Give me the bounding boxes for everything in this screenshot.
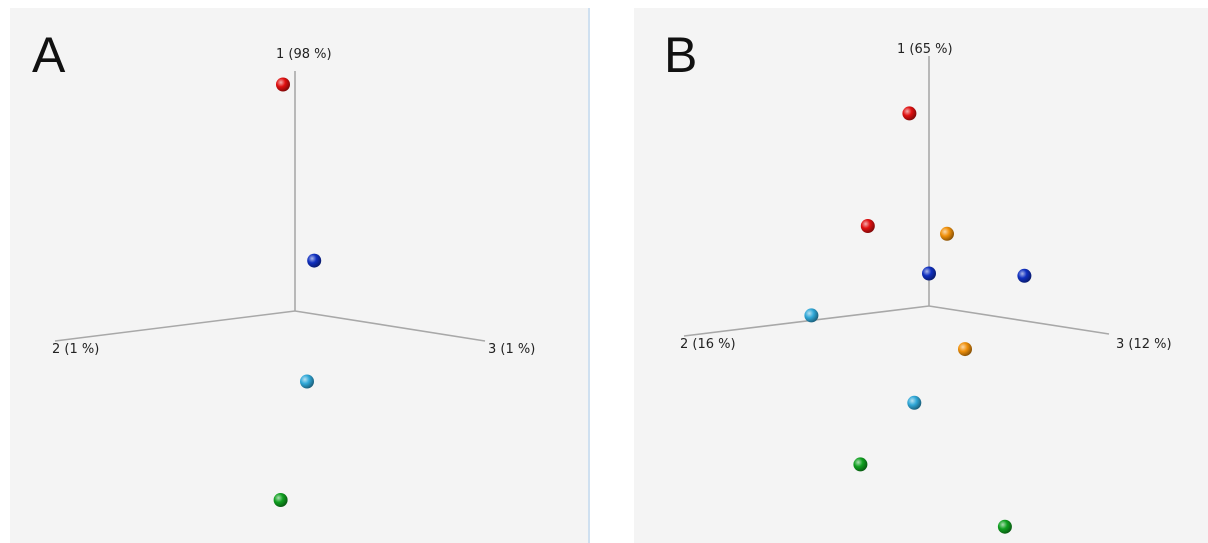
chart-b-point-1 <box>902 106 917 121</box>
chart-b-axis-2-line <box>683 305 930 337</box>
chart-a-axis-3-line <box>294 310 486 342</box>
panel-a-letter: A <box>32 27 66 83</box>
chart-b-axis-3-line <box>928 305 1110 335</box>
chart-b-point-4 <box>922 266 936 281</box>
chart-b-point-7 <box>958 342 972 357</box>
chart-a-point-2 <box>307 253 322 268</box>
chart-b-point-10 <box>997 519 1012 534</box>
chart-a-point-4 <box>273 493 288 507</box>
chart-b-point-6 <box>804 308 819 323</box>
chart-a-axis-1-label: 1 (98 %) <box>276 47 332 62</box>
chart-b-point-5 <box>1017 268 1032 283</box>
panel-b-letter: B <box>664 27 698 83</box>
chart-a-axis-2-label: 2 (1 %) <box>52 342 99 357</box>
chart-b-point-8 <box>907 395 922 410</box>
chart-b-point-3 <box>940 226 954 241</box>
chart-b-point-9 <box>853 457 868 472</box>
chart-a-axis-2-line <box>54 310 296 342</box>
panel-a: A 1 (98 %) 2 (1 %) 3 (1 %) <box>10 8 590 543</box>
chart-b-axis-1-label: 1 (65 %) <box>897 42 953 57</box>
chart-a-point-1 <box>276 77 290 92</box>
chart-b-axis-3-label: 3 (12 %) <box>1116 337 1172 352</box>
chart-a-axis-3-label: 3 (1 %) <box>488 342 535 357</box>
chart-a-point-3 <box>300 374 314 389</box>
panel-b: B 1 (65 %) 2 (16 %) 3 (12 %) <box>634 8 1208 543</box>
chart-a-plot: 1 (98 %) 2 (1 %) 3 (1 %) <box>52 47 535 507</box>
chart-b-plot: 1 (65 %) 2 (16 %) 3 (12 %) <box>680 42 1172 534</box>
chart-b-axis-2-label: 2 (16 %) <box>680 337 736 352</box>
chart-b-point-2 <box>860 219 875 233</box>
